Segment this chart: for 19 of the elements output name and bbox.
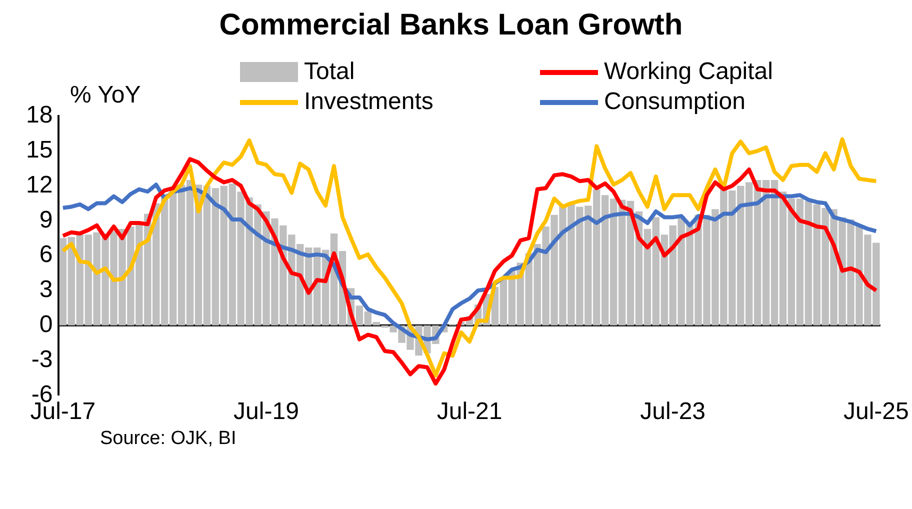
y-tick-label: 18 (26, 102, 53, 129)
source-note: Source: OJK, BI (100, 428, 236, 450)
y-tick-label: 12 (26, 171, 53, 198)
legend-label: Investments (304, 88, 434, 116)
y-axis-title: % YoY (70, 82, 141, 109)
y-tick-label: 6 (39, 241, 53, 268)
y-tick-label: -3 (31, 346, 53, 373)
chart-title: Commercial Banks Loan Growth (219, 8, 683, 42)
x-tick-label: Jul-21 (436, 398, 502, 426)
y-tick-label: 3 (39, 276, 53, 304)
y-tick-label: 0 (39, 311, 53, 338)
x-tick-label: Jul-23 (640, 398, 706, 426)
legend-label: Total (304, 58, 355, 86)
y-tick-label: 15 (26, 136, 53, 164)
legend-label: Working Capital (604, 58, 773, 86)
x-tick-label: Jul-19 (234, 398, 299, 426)
legend-label: Consumption (604, 88, 746, 116)
x-tick-label: Jul-25 (843, 398, 909, 426)
y-tick-label: 9 (39, 206, 53, 234)
